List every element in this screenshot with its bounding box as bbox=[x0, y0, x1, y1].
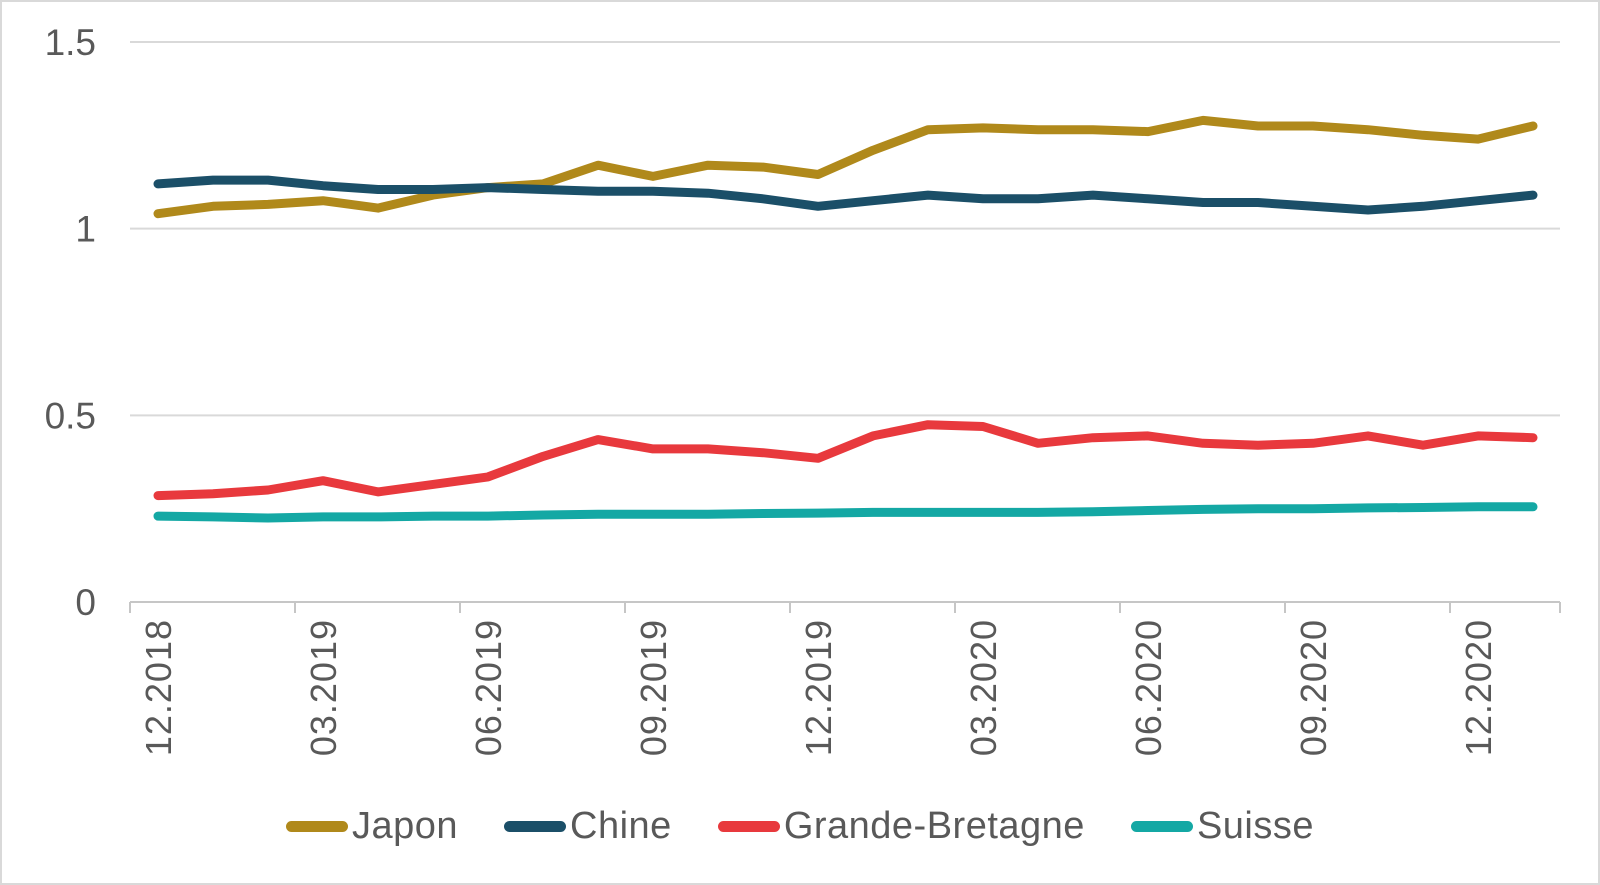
legend-label: Grande-Bretagne bbox=[783, 804, 1085, 847]
legend-item-chine: Chine bbox=[504, 805, 672, 848]
legend-item-japon: Japon bbox=[285, 804, 459, 848]
series-line-chine bbox=[153, 175, 1538, 215]
legend-swatch bbox=[285, 820, 348, 832]
line-chart: 0 0.5 1 1.5 12.2018 03.2019 06.2019 09.2019 12.2… bbox=[45, 22, 1561, 756]
legend-item-suisse: Suisse bbox=[1130, 804, 1315, 848]
y-axis-tick-label: 0 bbox=[75, 582, 96, 623]
y-axis-tick-label: 1.5 bbox=[45, 22, 96, 63]
x-axis-tick-label: 12.2019 bbox=[798, 619, 839, 756]
legend-label: Japon bbox=[351, 804, 459, 847]
series-line-grande-bretagne bbox=[153, 420, 1538, 501]
x-axis-tick-label: 09.2020 bbox=[1293, 619, 1334, 756]
legend-swatch bbox=[717, 820, 780, 832]
y-axis-tick-label: 1 bbox=[75, 209, 96, 250]
x-axis-tick-label: 03.2020 bbox=[963, 619, 1004, 756]
legend-label: Chine bbox=[570, 804, 672, 847]
y-axis-tick-label: 0.5 bbox=[45, 395, 96, 436]
series-line-japon bbox=[153, 115, 1538, 219]
x-axis-tick-label: 06.2019 bbox=[468, 619, 509, 756]
legend: Japon Chine Grande-Bretagne Suisse bbox=[2, 794, 1598, 858]
series-line-suisse bbox=[153, 502, 1538, 523]
legend-label: Suisse bbox=[1196, 804, 1315, 847]
legend-swatch bbox=[1130, 820, 1193, 832]
legend-item-grande-bretagne: Grande-Bretagne bbox=[717, 804, 1085, 848]
x-axis-tick-label: 12.2018 bbox=[138, 619, 179, 756]
x-axis-tick-label: 12.2020 bbox=[1458, 619, 1499, 756]
legend-swatch bbox=[504, 820, 567, 832]
x-axis-tick-label: 03.2019 bbox=[303, 619, 344, 756]
x-axis-tick-label: 06.2020 bbox=[1128, 619, 1169, 756]
x-axis-tick-label: 09.2019 bbox=[633, 619, 674, 756]
